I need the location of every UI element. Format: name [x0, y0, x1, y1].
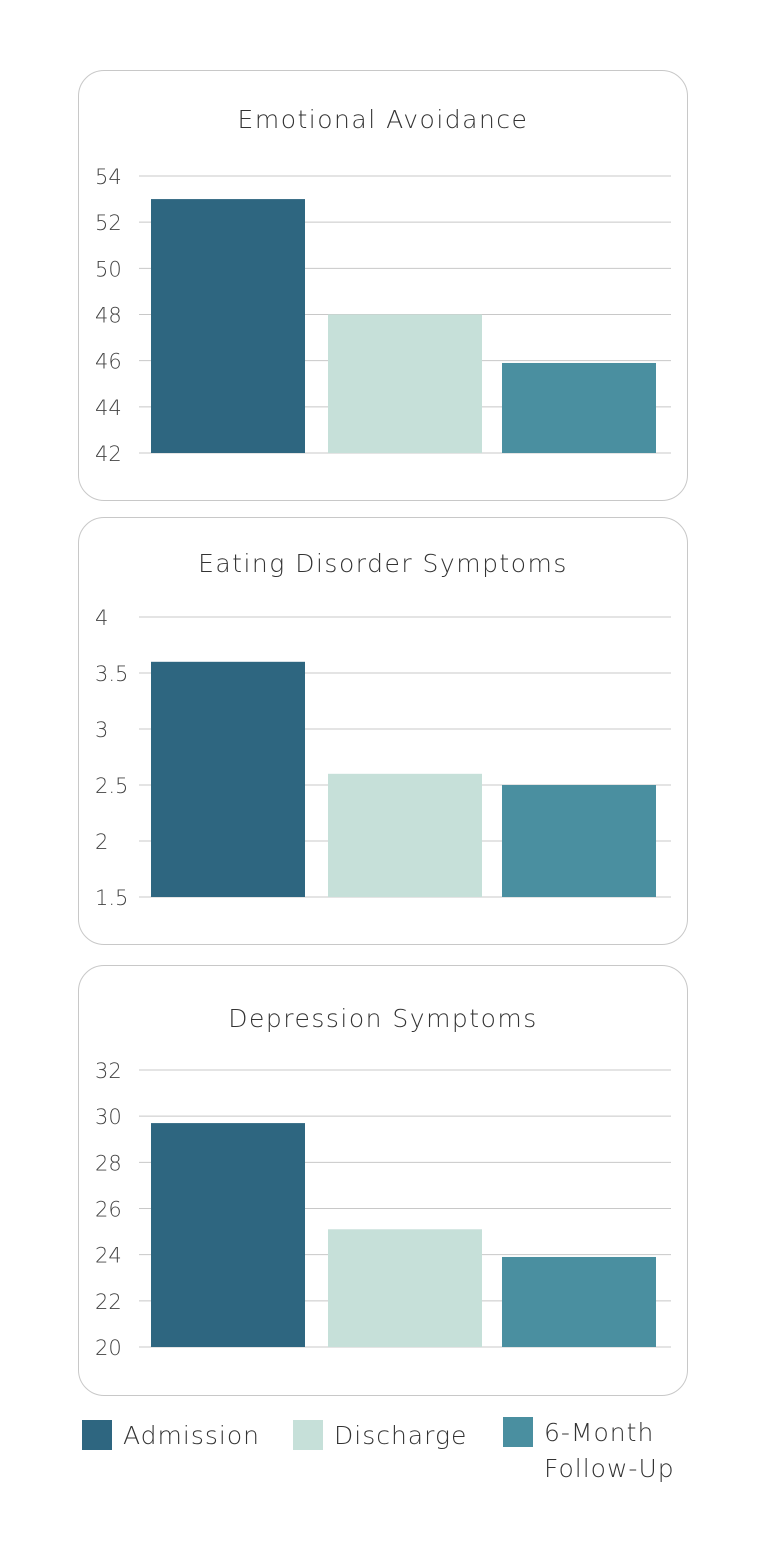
y-tick-label: 46	[95, 350, 122, 374]
chart-card-depression: Depression Symptoms 20 22 24 26 28 30 32	[78, 965, 688, 1396]
y-tick-label: 28	[95, 1151, 122, 1175]
y-tick-label: 24	[95, 1244, 122, 1268]
bar-admission	[151, 661, 305, 897]
chart-plot: 1.5 2 2.5 3 3.5 4	[95, 606, 671, 910]
chart-card-emotional-avoidance: Emotional Avoidance 42 44 46 48 50 52 54	[78, 70, 688, 501]
chart-title: Depression Symptoms	[228, 1004, 538, 1033]
y-tick-label: 44	[95, 396, 122, 420]
legend-item-follow-up: 6-Month Follow-Up	[503, 1417, 675, 1487]
bar-6-month-follow-up	[502, 362, 656, 453]
legend-label-line1: 6-Month	[544, 1418, 655, 1447]
bar-admission	[151, 1123, 305, 1347]
legend-label: Discharge	[334, 1421, 468, 1450]
y-tick-label: 2	[95, 830, 108, 854]
bar-discharge	[328, 1229, 482, 1347]
y-tick-label: 2.5	[95, 774, 128, 798]
legend-swatch	[293, 1420, 323, 1450]
y-tick-label: 54	[95, 165, 122, 189]
y-tick-label: 1.5	[95, 886, 128, 910]
y-tick-label: 3	[95, 718, 108, 742]
chart-plot: 20 22 24 26 28 30 32	[95, 1059, 671, 1360]
chart-title: Emotional Avoidance	[237, 105, 529, 134]
y-tick-label: 26	[95, 1198, 122, 1222]
y-tick-label: 4	[95, 606, 108, 630]
y-tick-label: 42	[95, 442, 122, 466]
y-tick-label: 30	[95, 1105, 122, 1129]
y-tick-label: 50	[95, 257, 122, 281]
y-tick-label: 52	[95, 211, 122, 235]
legend-item-admission: Admission	[82, 1420, 260, 1454]
legend-swatch	[82, 1420, 112, 1450]
chart-card-eating-disorder: Eating Disorder Symptoms 1.5 2 2.5 3 3.5 4	[78, 517, 688, 945]
y-tick-label: 20	[95, 1336, 122, 1360]
bar-discharge	[328, 314, 482, 453]
y-tick-label: 22	[95, 1290, 122, 1314]
legend-item-discharge: Discharge	[293, 1420, 467, 1454]
chart-title: Eating Disorder Symptoms	[198, 549, 568, 578]
y-tick-label: 3.5	[95, 662, 128, 686]
y-tick-label: 48	[95, 304, 122, 328]
legend-swatch	[503, 1417, 533, 1447]
bar-6-month-follow-up	[502, 1256, 656, 1347]
chart-plot: 42 44 46 48 50 52 54	[95, 165, 671, 466]
legend-label-line2: Follow-Up	[544, 1454, 675, 1483]
bar-admission	[151, 199, 305, 453]
y-tick-label: 32	[95, 1059, 122, 1083]
legend-label: Admission	[123, 1421, 260, 1450]
bar-discharge	[328, 773, 482, 897]
bar-6-month-follow-up	[502, 785, 656, 897]
